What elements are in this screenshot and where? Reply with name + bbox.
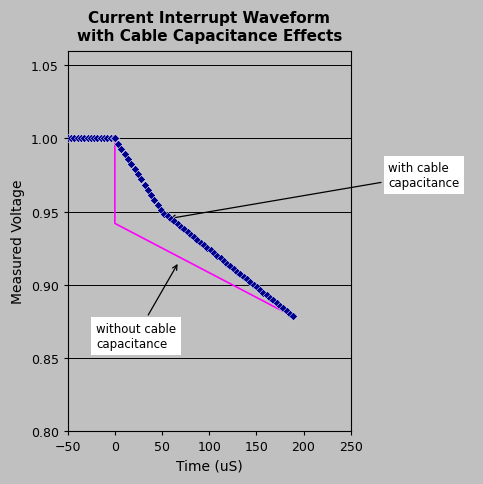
Point: [187, 231, 195, 239]
Point: [223, 260, 231, 268]
Point: [240, 273, 247, 281]
Point: [174, 221, 182, 228]
Point: [64, 136, 71, 143]
Point: [111, 136, 119, 143]
Point: [250, 281, 257, 289]
Point: [157, 207, 165, 214]
Point: [107, 136, 114, 143]
Point: [220, 257, 227, 265]
Point: [180, 226, 188, 234]
Point: [74, 136, 82, 143]
Point: [289, 313, 297, 320]
Point: [227, 263, 234, 271]
Point: [131, 166, 139, 174]
Title: Current Interrupt Waveform
with Cable Capacitance Effects: Current Interrupt Waveform with Cable Ca…: [76, 11, 342, 44]
Point: [117, 146, 125, 153]
Point: [266, 294, 274, 302]
Point: [210, 250, 218, 257]
Point: [213, 252, 221, 260]
Point: [279, 305, 287, 313]
Point: [147, 192, 155, 199]
Point: [114, 140, 122, 148]
Point: [97, 136, 105, 143]
Point: [253, 284, 261, 291]
X-axis label: Time (uS): Time (uS): [176, 459, 242, 473]
Point: [203, 244, 211, 252]
Point: [273, 300, 281, 307]
Point: [138, 176, 145, 184]
Point: [170, 218, 178, 226]
Point: [200, 242, 208, 250]
Point: [124, 156, 132, 164]
Point: [90, 136, 98, 143]
Point: [167, 215, 175, 223]
Y-axis label: Measured Voltage: Measured Voltage: [11, 180, 25, 303]
Point: [233, 268, 241, 276]
Point: [144, 186, 152, 194]
Point: [270, 297, 277, 305]
Point: [154, 202, 162, 210]
Text: with cable
capacitance: with cable capacitance: [171, 162, 460, 220]
Point: [87, 136, 95, 143]
Point: [134, 171, 142, 179]
Point: [103, 136, 111, 143]
Point: [77, 136, 85, 143]
Point: [276, 302, 284, 310]
Point: [283, 307, 290, 315]
Point: [286, 310, 294, 318]
Point: [100, 136, 108, 143]
Point: [230, 265, 238, 273]
Point: [184, 228, 191, 236]
Point: [197, 239, 205, 247]
Point: [84, 136, 91, 143]
Point: [94, 136, 101, 143]
Point: [243, 276, 251, 284]
Point: [164, 213, 171, 221]
Point: [121, 151, 128, 158]
Point: [190, 234, 198, 242]
Point: [207, 247, 214, 255]
Point: [256, 287, 264, 294]
Point: [217, 255, 225, 263]
Point: [194, 237, 201, 244]
Point: [246, 279, 254, 287]
Point: [141, 182, 148, 189]
Point: [160, 210, 168, 218]
Point: [151, 197, 158, 204]
Point: [263, 292, 270, 300]
Point: [67, 136, 75, 143]
Point: [128, 161, 135, 168]
Point: [71, 136, 78, 143]
Point: [237, 271, 244, 278]
Point: [80, 136, 88, 143]
Point: [110, 136, 118, 143]
Point: [177, 224, 185, 231]
Point: [259, 289, 267, 297]
Text: without cable
capacitance: without cable capacitance: [96, 266, 177, 350]
